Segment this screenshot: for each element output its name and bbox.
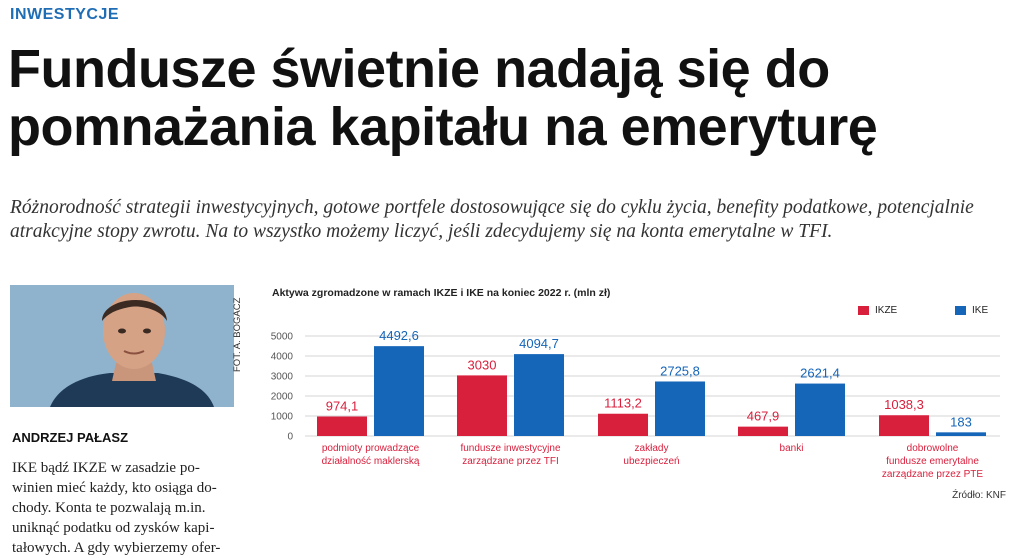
bar-ikze	[738, 426, 788, 436]
data-label: 1038,3	[884, 397, 924, 412]
category-label: zarządzane przez TFI	[462, 456, 559, 467]
legend-label-ikze: IKZE	[875, 305, 898, 316]
category-label: ubezpieczeń	[623, 456, 679, 467]
bar-ikze	[457, 375, 507, 436]
category-label: działalność maklerską	[322, 456, 420, 467]
article-title: Fundusze świetnie nadają się do pomnażan…	[8, 39, 878, 157]
bar-ike	[936, 432, 986, 436]
bar-ike	[795, 383, 845, 436]
y-tick-label: 1000	[271, 412, 294, 423]
author-photo	[10, 285, 234, 407]
category-label: banki	[780, 443, 804, 454]
bar-ikze	[317, 416, 367, 436]
author-name: ANDRZEJ PAŁASZ	[12, 430, 129, 445]
category-label: zarządzane przez PTE	[882, 469, 983, 480]
body-line: IKE bądź IKZE w zasadzie po-	[12, 460, 200, 476]
data-label: 183	[950, 414, 972, 429]
y-tick-label: 5000	[271, 332, 294, 343]
chart-source: Źródło: KNF	[952, 490, 1006, 501]
section-label: INWESTYCJE	[10, 6, 120, 23]
body-line: uniknąć podatku od zysków kapi-	[12, 520, 215, 536]
category-label: dobrowolne	[907, 443, 959, 454]
data-label: 974,1	[326, 399, 359, 414]
legend-item-ike: IKE	[955, 305, 988, 316]
article-lead: Różnorodność strategii inwestycyjnych, g…	[10, 197, 974, 242]
legend-item-ikze: IKZE	[858, 305, 897, 316]
category-label: fundusze inwestycyjne	[460, 443, 560, 454]
data-label: 2621,4	[800, 366, 840, 381]
data-label: 467,9	[747, 409, 780, 424]
legend-swatch-ikze	[858, 306, 869, 315]
y-tick-label: 3000	[271, 372, 294, 383]
y-tick-label: 4000	[271, 352, 294, 363]
bar-chart: 0 1000 2000 3000 4000 5000 974,1 4492,6 podmioty…	[271, 328, 1000, 480]
category-label: podmioty prowadzące	[322, 443, 420, 454]
y-tick-label: 0	[287, 432, 293, 443]
bar-ikze	[879, 415, 929, 436]
legend-swatch-ike	[955, 306, 966, 315]
category-label: zakłady	[635, 443, 669, 454]
body-line: winien mieć każdy, kto osiąga do-	[12, 480, 217, 496]
data-label: 1113,2	[604, 396, 642, 411]
bar-ike	[655, 381, 705, 436]
body-line: chody. Konta te pozwalają m.in.	[12, 500, 206, 516]
data-label: 4094,7	[519, 336, 559, 351]
bar-ike	[514, 354, 564, 436]
data-label: 2725,8	[660, 363, 700, 378]
bar-ikze	[598, 413, 648, 436]
data-label: 3030	[468, 357, 497, 372]
data-label: 4492,6	[379, 328, 419, 343]
portrait-image	[10, 285, 234, 407]
category-label: fundusze emerytalne	[886, 456, 979, 467]
legend-label-ike: IKE	[972, 305, 989, 316]
y-tick-label: 2000	[271, 392, 294, 403]
chart-title: Aktywa zgromadzone w ramach IKZE i IKE n…	[272, 287, 611, 299]
bar-ike	[374, 346, 424, 436]
